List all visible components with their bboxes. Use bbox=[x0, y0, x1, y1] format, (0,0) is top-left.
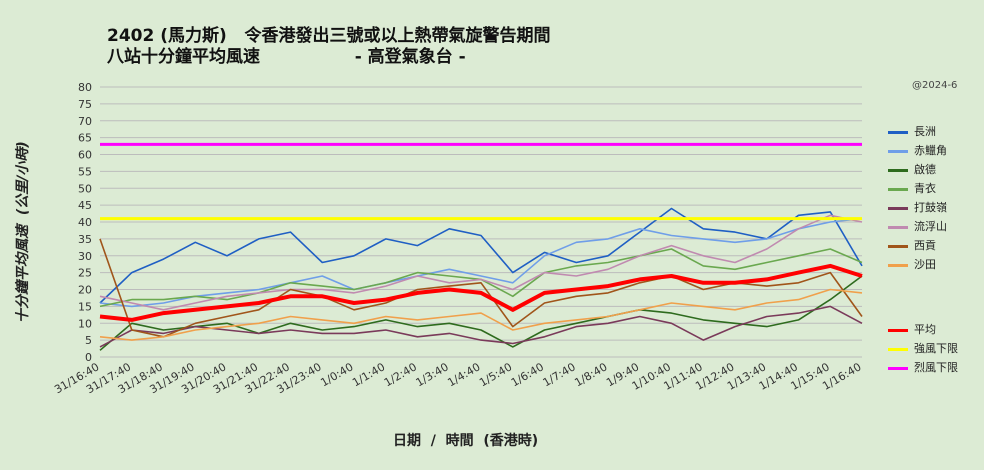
x-tick-label: 1/3:40 bbox=[414, 360, 451, 389]
legend-swatch bbox=[888, 225, 908, 229]
y-axis-label: 十分鐘平均風速 (公里/小時) bbox=[15, 141, 31, 323]
legend-label: 啟德 bbox=[914, 163, 936, 176]
legend-swatch bbox=[888, 366, 908, 370]
legend-label: 沙田 bbox=[914, 258, 936, 271]
legend-item: 西貢 bbox=[888, 237, 936, 253]
x-tick-label: 1/2:40 bbox=[382, 360, 419, 389]
legend-label: 赤鱲角 bbox=[914, 144, 947, 157]
legend-label: 平均 bbox=[914, 323, 936, 336]
legend-label: 打鼓嶺 bbox=[914, 201, 947, 214]
y-tick-label: 10 bbox=[78, 317, 92, 330]
legend-item: 長洲 bbox=[888, 123, 936, 139]
legend-item: 啟德 bbox=[888, 161, 936, 177]
x-tick-label: 1/6:40 bbox=[509, 360, 546, 389]
y-tick-label: 65 bbox=[78, 132, 92, 145]
legend-swatch bbox=[888, 168, 908, 172]
y-tick-label: 30 bbox=[78, 250, 92, 263]
y-tick-label: 40 bbox=[78, 216, 92, 229]
y-tick-label: 75 bbox=[78, 98, 92, 111]
legend-swatch bbox=[888, 263, 908, 267]
y-tick-label: 0 bbox=[85, 351, 92, 364]
x-axis-label: 日期 / 時間 (香港時) bbox=[393, 433, 539, 449]
series-line bbox=[99, 207, 863, 304]
legend-item: 沙田 bbox=[888, 256, 936, 272]
y-tick-label: 60 bbox=[78, 149, 92, 162]
y-tick-label: 15 bbox=[78, 300, 92, 313]
series-line bbox=[99, 288, 863, 341]
x-tick-label: 1/0:40 bbox=[318, 360, 355, 389]
x-tick-label: 1/4:40 bbox=[445, 360, 482, 389]
y-tick-label: 70 bbox=[78, 115, 92, 128]
legend-item: 烈風下限 bbox=[888, 359, 958, 375]
legend-item: 青衣 bbox=[888, 180, 936, 196]
y-tick-label: 45 bbox=[78, 199, 92, 212]
x-tick-label: 1/8:40 bbox=[572, 360, 609, 389]
y-tick-label: 5 bbox=[85, 334, 92, 347]
legend-item: 強風下限 bbox=[888, 340, 958, 356]
legend-label: 青衣 bbox=[914, 182, 936, 195]
y-tick-label: 35 bbox=[78, 233, 92, 246]
legend-item: 流浮山 bbox=[888, 218, 947, 234]
legend-swatch bbox=[888, 130, 908, 134]
chart-title-line1: 2402 (馬力斯) 令香港發出三號或以上熱帶氣旋警告期間 bbox=[107, 26, 551, 46]
legend-swatch bbox=[888, 328, 908, 332]
legend-swatch bbox=[888, 187, 908, 191]
series-line bbox=[99, 217, 863, 308]
legend-swatch bbox=[888, 206, 908, 210]
legend-label: 烈風下限 bbox=[914, 361, 958, 374]
series-line bbox=[99, 214, 863, 311]
y-tick-label: 25 bbox=[78, 267, 92, 280]
legend-item: 打鼓嶺 bbox=[888, 199, 947, 215]
x-tick-label: 1/7:40 bbox=[541, 360, 578, 389]
legend-swatch bbox=[888, 244, 908, 248]
x-tick-label: 1/5:40 bbox=[477, 360, 514, 389]
legend-swatch bbox=[888, 149, 908, 153]
x-tick-label: 1/1:40 bbox=[350, 360, 387, 389]
y-tick-label: 80 bbox=[78, 81, 92, 94]
legend-label: 西貢 bbox=[914, 239, 936, 252]
legend-label: 流浮山 bbox=[914, 220, 947, 233]
series-line bbox=[99, 305, 863, 348]
credit-text: @2024-6 bbox=[912, 80, 958, 91]
legend-label: 長洲 bbox=[914, 125, 936, 138]
chart-title-line2: 八站十分鐘平均風速 - 高登氣象台 - bbox=[107, 47, 466, 67]
legend-item: 赤鱲角 bbox=[888, 142, 947, 158]
y-tick-label: 50 bbox=[78, 182, 92, 195]
y-tick-label: 20 bbox=[78, 284, 92, 297]
series-line bbox=[99, 263, 863, 322]
legend-swatch bbox=[888, 347, 908, 351]
legend-label: 強風下限 bbox=[914, 342, 958, 355]
y-tick-label: 55 bbox=[78, 165, 92, 178]
series-line bbox=[99, 275, 863, 351]
legend-item: 平均 bbox=[888, 321, 936, 337]
